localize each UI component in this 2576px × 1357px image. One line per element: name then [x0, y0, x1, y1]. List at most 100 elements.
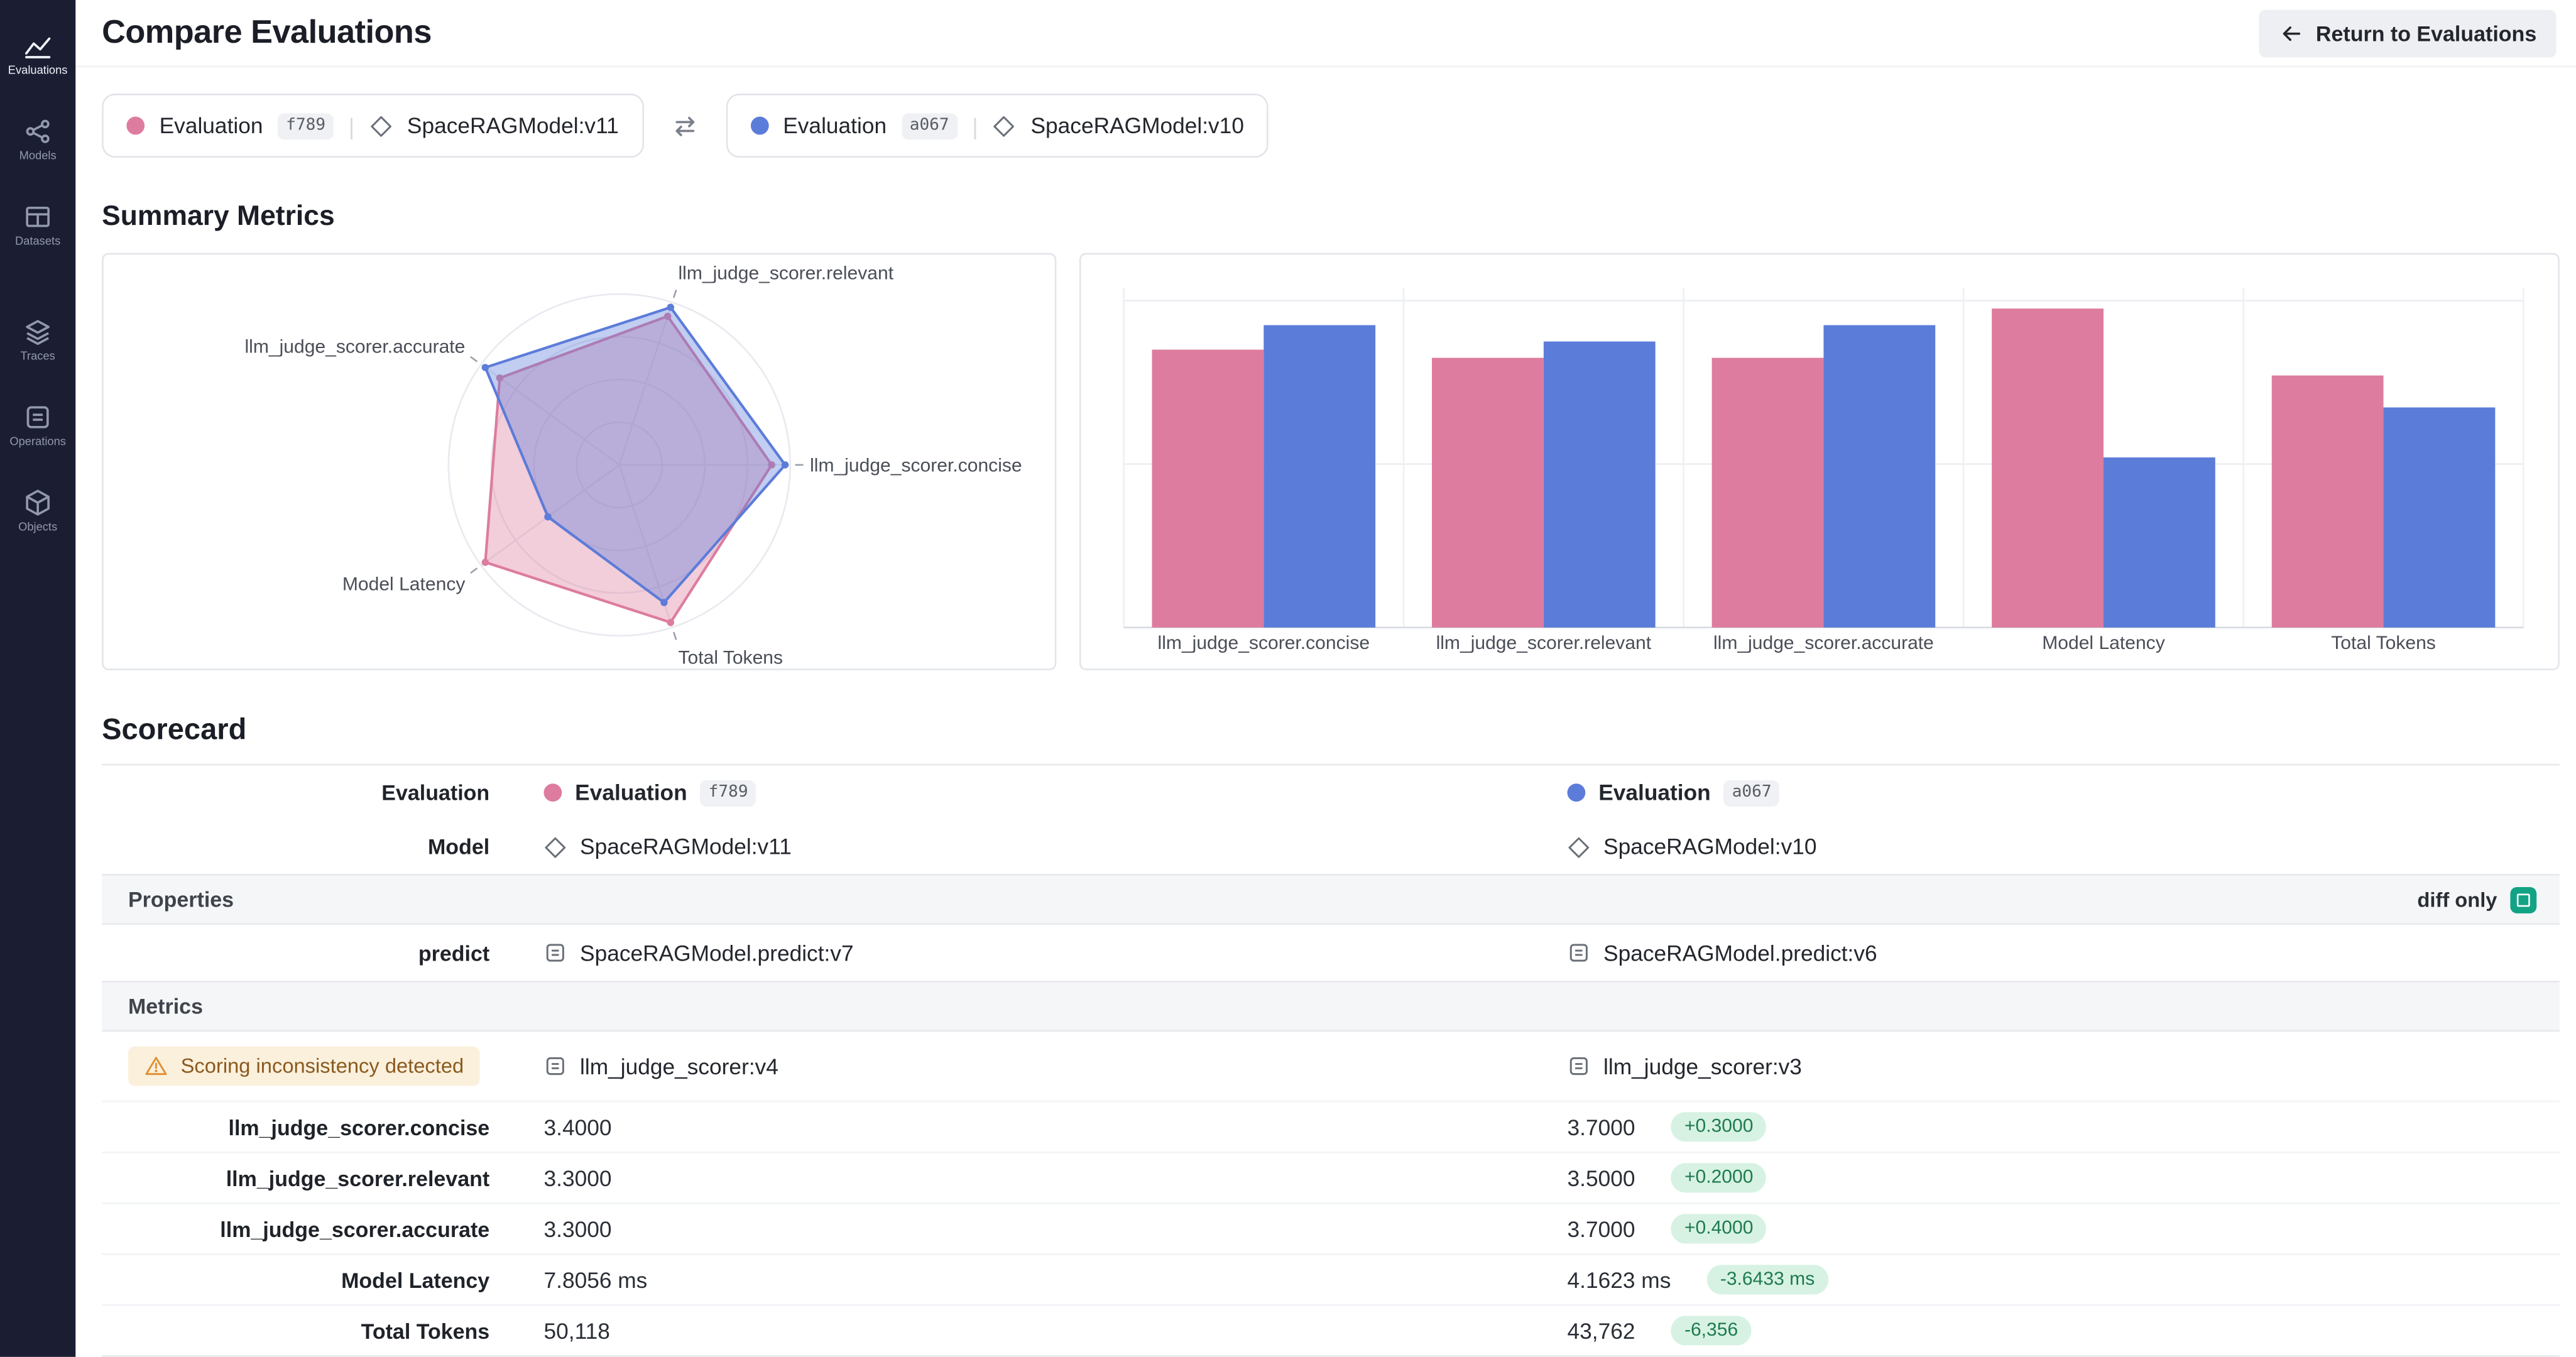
model-ref-link[interactable]: SpaceRAGModel:v11 — [543, 834, 792, 859]
metric-value-left: 3.4000 — [489, 1114, 1513, 1139]
metric-value: 3.3000 — [543, 1216, 612, 1241]
sidebar-item-label: Datasets — [15, 236, 61, 248]
op-name: SpaceRAGModel.predict:v6 — [1603, 940, 1877, 966]
scorecard-title: Scorecard — [102, 712, 247, 746]
swap-evaluations-button[interactable] — [670, 111, 699, 140]
op-ref-link[interactable]: SpaceRAGModel.predict:v6 — [1568, 940, 1877, 965]
sidebar-item-traces[interactable]: Traces — [0, 305, 75, 376]
pill-divider: | — [348, 112, 355, 139]
metric-value: 3.7000 — [1567, 1114, 1635, 1140]
scorecard-metric-row-llm-judge-scorer-accurate: llm_judge_scorer.accurate 3.3000 3.7000 +0.… — [102, 1202, 2560, 1253]
main-area: Compare Evaluations Return to Evaluation… — [75, 0, 2576, 1357]
sidebar-item-datasets[interactable]: Datasets — [0, 190, 75, 261]
bar-blue-llm_judge_scorer.accurate — [1823, 325, 1936, 628]
bar-category-label: llm_judge_scorer.relevant — [1436, 633, 1652, 653]
bar-chart: llm_judge_scorer.concise llm_judge_scorer… — [1123, 287, 2524, 653]
model-icon — [1568, 836, 1591, 859]
radar-vertex — [667, 303, 675, 311]
metric-value: 3.3000 — [543, 1165, 612, 1191]
bar-pink-llm_judge_scorer.relevant — [1432, 357, 1544, 628]
bar-pink-llm_judge_scorer.concise — [1152, 349, 1264, 628]
bar-blue-Total Tokens — [2383, 407, 2496, 628]
radar-axis-label: Total Tokens — [679, 647, 783, 665]
radar-axis-label: llm_judge_scorer.relevant — [679, 263, 894, 284]
op-ref-link[interactable]: SpaceRAGModel.predict:v7 — [543, 940, 854, 965]
metric-label: llm_judge_scorer.concise — [228, 1114, 490, 1140]
traces-icon — [23, 317, 53, 347]
scorecard-model-row: Model SpaceRAGModel:v11 — [102, 820, 2560, 874]
evaluation-pills-row: Evaluation f789 | SpaceRAGModel:v11 Eval… — [102, 94, 2560, 158]
evaluation-color-dot — [543, 783, 562, 802]
evaluation-hash-badge: f789 — [700, 779, 756, 806]
scoring-inconsistency-warning: Scoring inconsistency detected — [128, 1046, 481, 1086]
op-icon — [1568, 941, 1591, 964]
metric-value: 50,118 — [543, 1318, 610, 1343]
diff-only-label: diff only — [2417, 888, 2497, 911]
op-ref-link[interactable]: llm_judge_scorer:v3 — [1568, 1054, 1802, 1079]
op-icon — [543, 941, 567, 964]
evaluation-pill-right[interactable]: Evaluation a067 | SpaceRAGModel:v10 — [725, 94, 1269, 158]
row-label: predict — [418, 940, 490, 966]
metric-delta-badge: -3.6433 ms — [1706, 1265, 1828, 1295]
evaluation-name: Evaluation — [1598, 780, 1711, 805]
summary-charts-row: llm_judge_scorer.relevant llm_judge_score… — [102, 253, 2560, 670]
metric-value-right: 43,762 -6,356 — [1513, 1316, 2560, 1346]
model-ref-link[interactable]: SpaceRAGModel:v10 — [1568, 834, 1817, 859]
model-name: SpaceRAGModel:v10 — [1603, 834, 1817, 859]
sidebar-item-label: Operations — [9, 437, 66, 449]
page-header: Compare Evaluations Return to Evaluation… — [75, 0, 2576, 68]
scorecard-metric-rows: llm_judge_scorer.concise 3.4000 3.7000 +0.3… — [102, 1100, 2560, 1355]
radar-chart-panel: llm_judge_scorer.relevant llm_judge_score… — [102, 253, 1057, 670]
return-to-evaluations-button[interactable]: Return to Evaluations — [2258, 9, 2557, 57]
evaluation-color-dot — [126, 116, 145, 135]
bar-category-label: Model Latency — [2042, 633, 2165, 653]
metric-value: 43,762 — [1567, 1318, 1635, 1343]
sidebar-item-objects[interactable]: Objects — [0, 476, 75, 547]
warning-cell: Scoring inconsistency detected — [102, 1046, 481, 1086]
radar-vertex — [481, 364, 489, 371]
metric-value: 7.8056 ms — [543, 1267, 648, 1292]
metric-value-left: 3.3000 — [489, 1165, 1513, 1190]
metric-value-right: 3.5000 +0.2000 — [1513, 1163, 2560, 1193]
sidebar-item-label: Objects — [18, 522, 58, 534]
radar-vertex — [781, 461, 789, 469]
scorecard-metric-row-llm-judge-scorer-concise: llm_judge_scorer.concise 3.4000 3.7000 +0.3… — [102, 1100, 2560, 1152]
diff-only-control: diff only — [2417, 886, 2537, 913]
sidebar-item-evaluations[interactable]: Evaluations — [0, 19, 75, 90]
evaluation-color-dot — [750, 116, 768, 135]
bar-blue-llm_judge_scorer.concise — [1263, 325, 1376, 628]
bar-category-label: Total Tokens — [2331, 633, 2436, 653]
metric-delta-badge: +0.2000 — [1671, 1163, 1767, 1193]
warning-icon — [145, 1055, 168, 1078]
arrow-left-icon — [2278, 21, 2303, 45]
row-label: Evaluation — [381, 780, 490, 805]
warning-text: Scoring inconsistency detected — [180, 1054, 464, 1078]
evaluation-name: Evaluation — [159, 113, 263, 138]
models-icon — [23, 117, 53, 146]
properties-header-label: Properties — [128, 886, 234, 912]
metric-value-left: 50,118 — [489, 1318, 1513, 1343]
sidebar-item-label: Evaluations — [8, 65, 68, 77]
metric-value: 3.7000 — [1567, 1216, 1635, 1241]
op-ref-link[interactable]: llm_judge_scorer:v4 — [543, 1054, 778, 1079]
scorecard-scorer-row: Scoring inconsistency detected llm_judge… — [102, 1032, 2560, 1101]
metrics-header-row: Metrics — [102, 981, 2560, 1032]
evaluation-hash-badge: a067 — [1723, 779, 1780, 806]
diff-only-toggle[interactable] — [2510, 886, 2537, 913]
evaluation-cell-left: Evaluation f789 — [489, 779, 1513, 806]
metric-value-left: 3.3000 — [489, 1216, 1513, 1241]
pill-divider: | — [972, 112, 978, 139]
sidebar-item-operations[interactable]: Operations — [0, 391, 75, 461]
bar-category-label: llm_judge_scorer.concise — [1158, 633, 1370, 653]
evaluation-name: Evaluation — [783, 113, 887, 138]
model-name: SpaceRAGModel:v11 — [580, 834, 792, 859]
sidebar-item-models[interactable]: Models — [0, 105, 75, 175]
evaluation-pill-left[interactable]: Evaluation f789 | SpaceRAGModel:v11 — [102, 94, 643, 158]
metric-label: llm_judge_scorer.relevant — [226, 1165, 490, 1191]
page-title: Compare Evaluations — [102, 14, 432, 50]
metric-value-right: 3.7000 +0.3000 — [1513, 1112, 2560, 1142]
bar-pink-Total Tokens — [2271, 375, 2384, 628]
swap-icon — [675, 116, 694, 136]
evaluations-icon — [23, 31, 53, 61]
